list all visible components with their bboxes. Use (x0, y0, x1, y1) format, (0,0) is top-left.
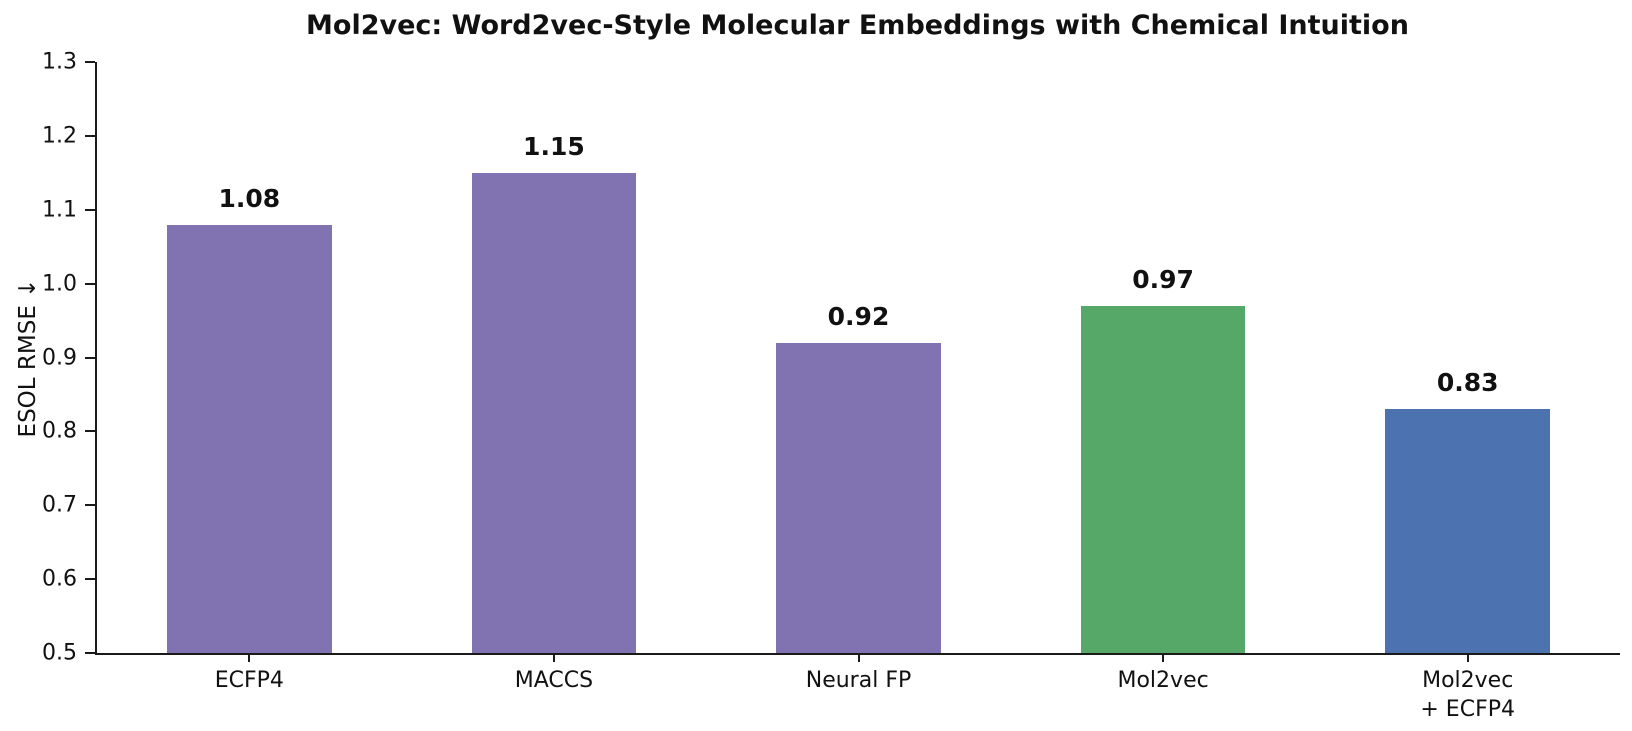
chart-title: Mol2vec: Word2vec-Style Molecular Embedd… (306, 10, 1409, 41)
y-axis-label: ESOL RMSE ↓ (15, 278, 41, 438)
y-axis-tick (85, 578, 95, 581)
plot-area: 0.5 0.6 0.7 0.8 0.9 1.0 1.1 1.2 1.3 1.08 1.15 0.92… (42, 50, 1620, 722)
y-axis-tick (85, 208, 95, 211)
y-axis-tick-label: 1.3 (42, 49, 77, 75)
bar-value-label: 1.15 (523, 131, 585, 161)
y-axis-tick-label: 0.9 (42, 345, 77, 370)
bar-mol2vec (1080, 305, 1246, 653)
y-axis-tick-label: 0.5 (42, 640, 77, 666)
bar-ecfp4 (167, 224, 332, 653)
y-axis-tick (85, 652, 95, 654)
y-axis-tick (85, 504, 95, 507)
bar-mol2vec (1385, 409, 1550, 653)
y-axis-tick (85, 61, 95, 63)
y-axis-tick (85, 282, 95, 285)
x-axis-tick (1466, 653, 1469, 662)
x-axis-tick-label: Neural FP (805, 668, 912, 693)
x-axis-tick (248, 653, 251, 662)
y-axis-tick-label: 1.0 (42, 271, 77, 297)
x-axis-tick (1162, 653, 1165, 662)
y-axis-tick (85, 134, 95, 137)
bar-value-label: 0.97 (1132, 264, 1194, 294)
x-axis-tick (857, 653, 860, 662)
y-axis-tick-label: 1.2 (42, 123, 77, 149)
bar-maccs (471, 172, 637, 653)
y-axis-tick-label: 0.8 (42, 418, 77, 444)
x-axis-tick-label: ECFP4 (214, 668, 284, 693)
x-axis-tick-label: MACCS (514, 668, 594, 693)
y-axis-tick-label: 0.6 (42, 566, 77, 592)
x-axis-tick-label: Mol2vec (1117, 668, 1209, 693)
bar-value-label: 0.83 (1436, 368, 1499, 398)
x-axis-tick (552, 653, 555, 662)
bar-value-label: 0.92 (827, 301, 890, 331)
bar-value-label: 1.08 (218, 183, 281, 213)
y-axis-tick (85, 356, 95, 359)
y-axis-tick (85, 430, 95, 433)
y-axis-tick-label: 0.7 (42, 492, 77, 518)
y-axis-tick-label: 1.1 (42, 197, 77, 223)
x-axis-tick-label: Mol2vec + ECFP4 (1420, 668, 1515, 722)
bar-neural-fp (776, 342, 941, 653)
